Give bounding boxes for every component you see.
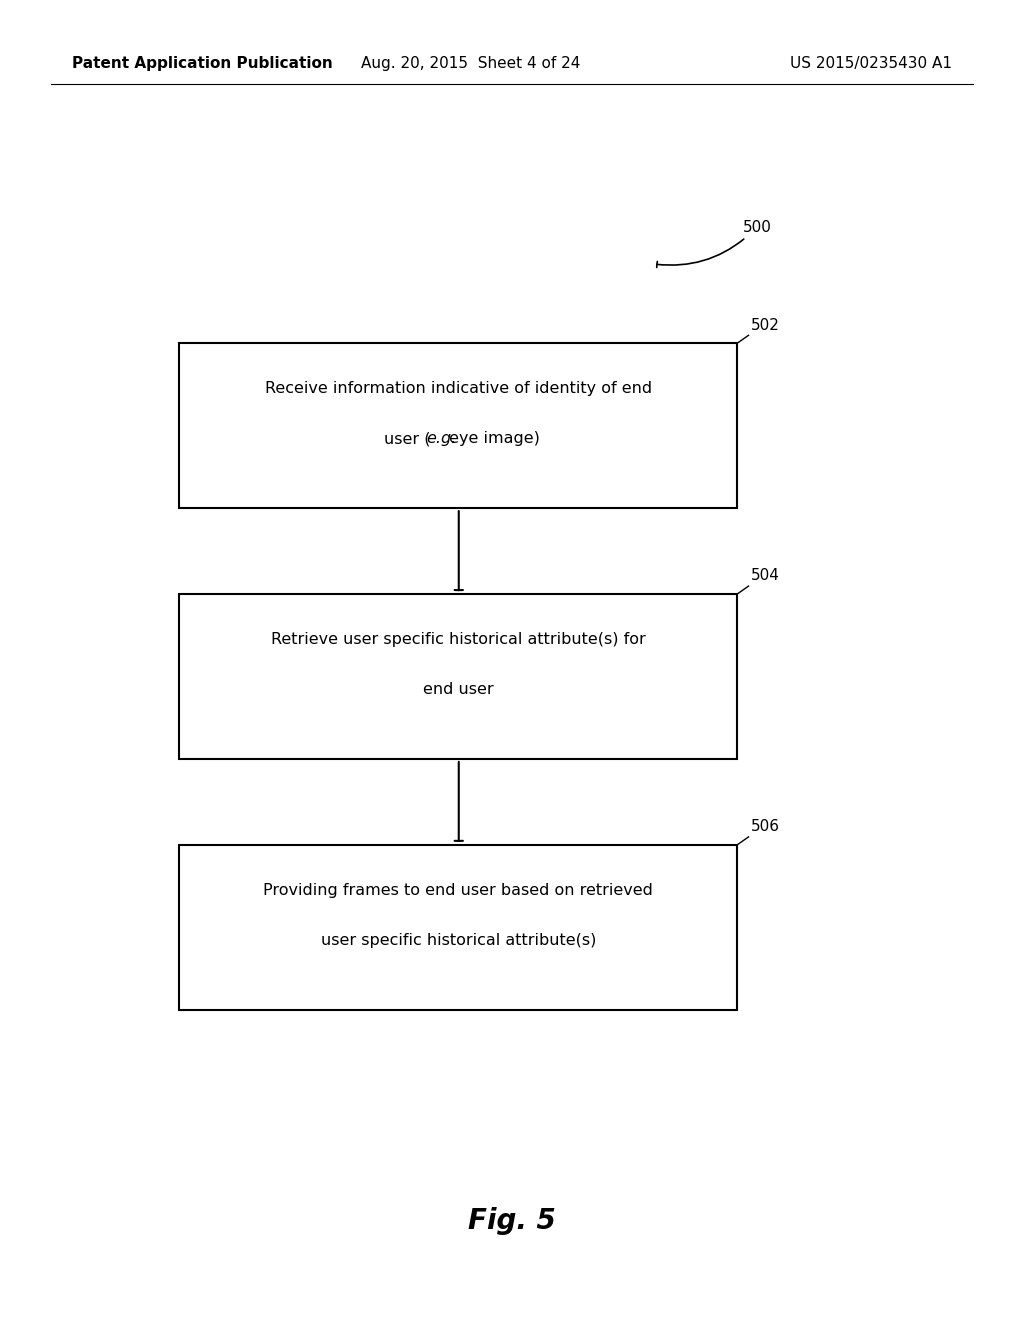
Text: eye image): eye image)	[443, 432, 540, 446]
Text: user (: user (	[384, 432, 431, 446]
Text: Aug. 20, 2015  Sheet 4 of 24: Aug. 20, 2015 Sheet 4 of 24	[361, 55, 581, 71]
Bar	[179, 594, 737, 759]
Text: user specific historical attribute(s): user specific historical attribute(s)	[321, 933, 596, 948]
Text: 500: 500	[656, 219, 771, 268]
Text: US 2015/0235430 A1: US 2015/0235430 A1	[791, 55, 952, 71]
Text: 504: 504	[751, 569, 779, 583]
Text: 506: 506	[751, 820, 779, 834]
Text: Fig. 5: Fig. 5	[468, 1206, 556, 1236]
Bar	[179, 845, 737, 1010]
Text: e.g.: e.g.	[426, 432, 456, 446]
Text: Retrieve user specific historical attribute(s) for: Retrieve user specific historical attrib…	[271, 632, 645, 647]
Text: 502: 502	[751, 318, 779, 333]
Text: Receive information indicative of identity of end: Receive information indicative of identi…	[264, 381, 652, 396]
Text: end user: end user	[423, 682, 494, 697]
Text: Patent Application Publication: Patent Application Publication	[72, 55, 333, 71]
Bar	[179, 343, 737, 508]
Text: Providing frames to end user based on retrieved: Providing frames to end user based on re…	[263, 883, 653, 898]
